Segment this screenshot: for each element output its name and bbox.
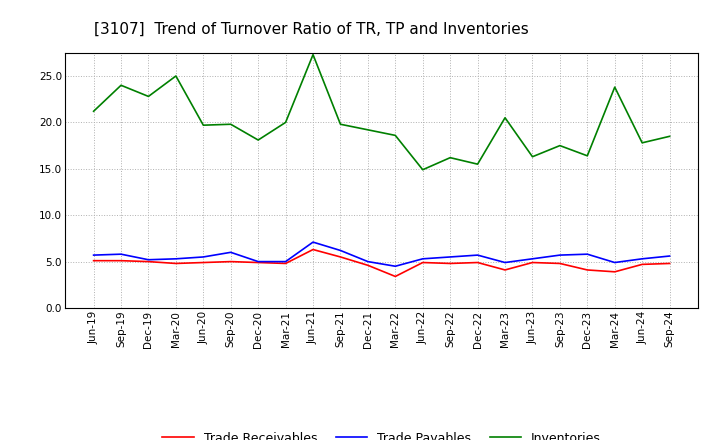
Inventories [254, 137, 263, 143]
Text: [3107]  Trend of Turnover Ratio of TR, TP and Inventories: [3107] Trend of Turnover Ratio of TR, TP… [94, 22, 528, 37]
Inventories [199, 123, 207, 128]
Trade Receivables [665, 261, 674, 266]
Trade Receivables [611, 269, 619, 275]
Trade Payables [500, 260, 509, 265]
Trade Receivables [364, 263, 372, 268]
Inventories [665, 134, 674, 139]
Inventories [391, 133, 400, 138]
Inventories [446, 155, 454, 160]
Trade Payables [364, 259, 372, 264]
Trade Payables [254, 259, 263, 264]
Legend: Trade Receivables, Trade Payables, Inventories: Trade Receivables, Trade Payables, Inven… [157, 427, 606, 440]
Inventories [473, 161, 482, 167]
Trade Receivables [556, 261, 564, 266]
Trade Receivables [117, 258, 125, 263]
Inventories [556, 143, 564, 148]
Trade Receivables [309, 247, 318, 252]
Trade Payables [583, 252, 592, 257]
Trade Payables [391, 264, 400, 269]
Trade Receivables [418, 260, 427, 265]
Inventories [309, 52, 318, 57]
Trade Receivables [500, 268, 509, 273]
Trade Receivables [226, 259, 235, 264]
Trade Receivables [583, 268, 592, 273]
Line: Trade Payables: Trade Payables [94, 242, 670, 266]
Trade Payables [309, 239, 318, 245]
Inventories [500, 115, 509, 121]
Inventories [336, 121, 345, 127]
Trade Payables [638, 256, 647, 261]
Trade Receivables [391, 274, 400, 279]
Inventories [418, 167, 427, 172]
Trade Payables [418, 256, 427, 261]
Trade Receivables [199, 260, 207, 265]
Trade Receivables [336, 254, 345, 260]
Trade Payables [144, 257, 153, 262]
Trade Payables [226, 249, 235, 255]
Inventories [117, 83, 125, 88]
Trade Payables [665, 253, 674, 259]
Trade Payables [282, 259, 290, 264]
Trade Receivables [171, 261, 180, 266]
Trade Receivables [282, 261, 290, 266]
Trade Receivables [446, 261, 454, 266]
Trade Payables [528, 256, 537, 261]
Inventories [638, 140, 647, 146]
Inventories [282, 120, 290, 125]
Trade Payables [89, 253, 98, 258]
Inventories [144, 94, 153, 99]
Line: Inventories: Inventories [94, 55, 670, 170]
Trade Receivables [89, 258, 98, 263]
Trade Receivables [473, 260, 482, 265]
Trade Receivables [638, 262, 647, 267]
Inventories [583, 153, 592, 158]
Inventories [611, 84, 619, 90]
Trade Payables [336, 248, 345, 253]
Trade Payables [473, 253, 482, 258]
Trade Payables [446, 254, 454, 260]
Trade Payables [117, 252, 125, 257]
Line: Trade Receivables: Trade Receivables [94, 249, 670, 276]
Inventories [226, 121, 235, 127]
Trade Payables [199, 254, 207, 260]
Inventories [528, 154, 537, 159]
Inventories [364, 127, 372, 132]
Inventories [171, 73, 180, 79]
Trade Receivables [254, 260, 263, 265]
Trade Receivables [144, 259, 153, 264]
Trade Payables [171, 256, 180, 261]
Trade Receivables [528, 260, 537, 265]
Trade Payables [611, 260, 619, 265]
Trade Payables [556, 253, 564, 258]
Inventories [89, 109, 98, 114]
